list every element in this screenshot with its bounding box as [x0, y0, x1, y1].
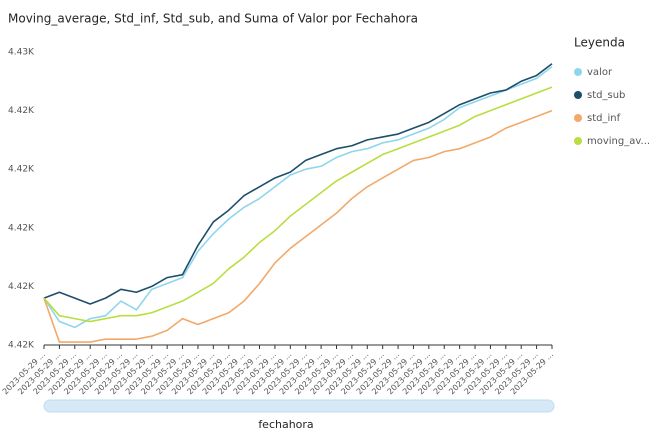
- x-axis-title: fechahora: [258, 418, 313, 431]
- legend-marker: [574, 68, 582, 76]
- legend-label: std_sub: [587, 90, 625, 101]
- legend-label: std_inf: [587, 113, 621, 124]
- scrollbar[interactable]: [43, 399, 555, 413]
- legend-marker: [574, 91, 582, 99]
- y-tick-label: 4.42K: [8, 223, 35, 233]
- series-line: [43, 63, 553, 305]
- legend-label: valor: [587, 67, 613, 78]
- legend-title: Leyenda: [574, 36, 625, 50]
- y-tick-label: 4.42K: [8, 106, 35, 116]
- series-line: [43, 66, 553, 329]
- y-tick-label: 4.43K: [8, 48, 35, 58]
- legend-marker: [574, 137, 582, 145]
- y-tick-label: 4.42K: [8, 282, 35, 292]
- series-line: [43, 86, 553, 323]
- legend-marker: [574, 114, 582, 122]
- legend-label: moving_av...: [587, 136, 650, 147]
- y-tick-label: 4.42K: [8, 341, 35, 351]
- chart-title: Moving_average, Std_inf, Std_sub, and Su…: [8, 12, 418, 26]
- series-line: [43, 109, 553, 343]
- y-tick-label: 4.42K: [8, 165, 35, 175]
